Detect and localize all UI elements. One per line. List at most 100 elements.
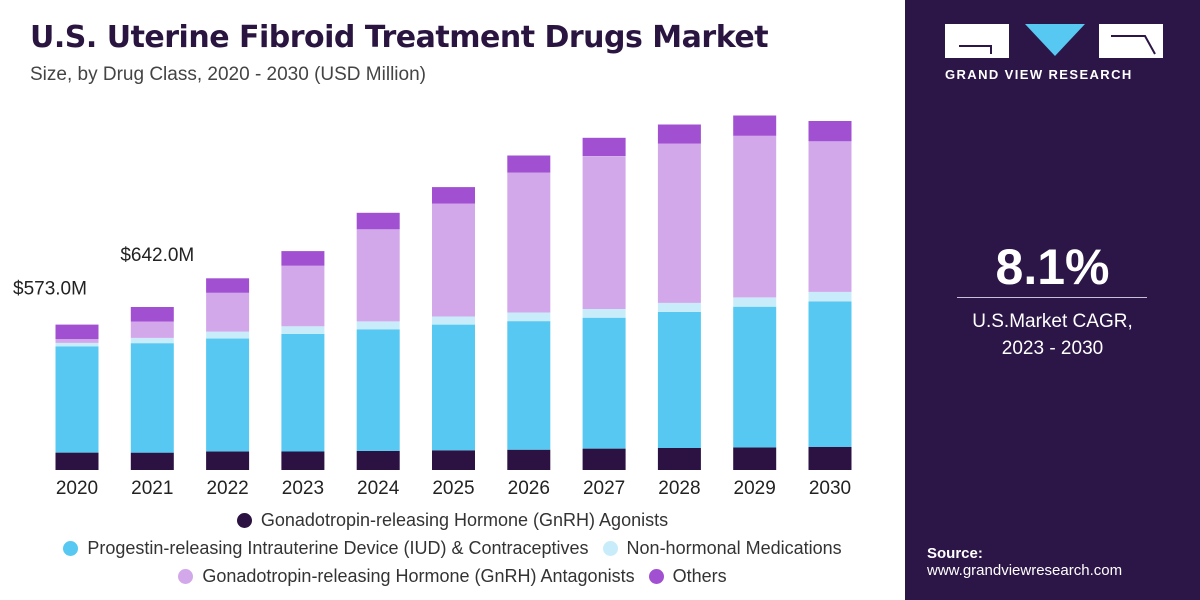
legend-label: Progestin-releasing Intrauterine Device … bbox=[87, 537, 589, 558]
bar-segment-2021-series-2 bbox=[130, 337, 174, 344]
legend-dot-icon bbox=[178, 568, 194, 584]
cagr-label: U.S.Market CAGR, 2023 - 2030 bbox=[905, 308, 1200, 362]
x-tick-label: 2020 bbox=[56, 478, 98, 499]
legend-dot-icon bbox=[236, 512, 252, 528]
legend-item-gnrh-antagonists: Gonadotropin-releasing Hormone (GnRH) An… bbox=[178, 565, 635, 587]
bar-segment-2026-series-3 bbox=[507, 172, 551, 313]
bar-segment-2026-series-2 bbox=[507, 312, 551, 322]
bar-segment-2022-series-0 bbox=[206, 451, 250, 470]
bar-segment-2025-series-2 bbox=[432, 316, 475, 325]
stacked-bar-chart: 2020 2021 2022 2023 2024 2025 2026 2027 2028 2029… bbox=[13, 115, 852, 499]
bar-segment-2021-series-4 bbox=[130, 307, 174, 322]
bar-segment-2021-series-3 bbox=[130, 321, 174, 338]
legend-dot-icon bbox=[602, 540, 618, 556]
bar-segment-2027-series-3 bbox=[582, 156, 626, 309]
bar-segment-2024-series-1 bbox=[356, 329, 400, 451]
bar-segment-2020-series-0 bbox=[55, 452, 99, 470]
bar-segment-2028-series-4 bbox=[657, 124, 701, 144]
source-url[interactable]: www.grandviewresearch.com bbox=[927, 562, 1123, 579]
bar-segment-2027-series-1 bbox=[582, 317, 626, 449]
bar-segment-2029-series-4 bbox=[733, 115, 777, 136]
cagr-label-line-2: 2023 - 2030 bbox=[1001, 338, 1104, 359]
chart-title: U.S. Uterine Fibroid Treatment Drugs Mar… bbox=[30, 20, 769, 55]
bar-segment-2020-series-4 bbox=[55, 324, 99, 340]
bar-segment-2023-series-2 bbox=[281, 326, 325, 334]
bar-segment-2029-series-1 bbox=[733, 306, 777, 448]
bar-segment-2028-series-0 bbox=[657, 448, 701, 470]
bar-segment-2023-series-4 bbox=[281, 251, 325, 266]
legend-dot-icon bbox=[63, 540, 79, 556]
x-tick-label: 2029 bbox=[734, 478, 776, 499]
chart-subtitle: Size, by Drug Class, 2020 - 2030 (USD Mi… bbox=[30, 64, 426, 85]
bar-segment-2028-series-1 bbox=[657, 311, 701, 448]
legend-item-others: Others bbox=[648, 565, 727, 587]
cagr-value: 8.1% bbox=[995, 239, 1110, 295]
bar-segment-2026-series-0 bbox=[507, 449, 551, 470]
bar-segment-2027-series-4 bbox=[582, 137, 626, 156]
bar-segment-2027-series-0 bbox=[582, 448, 626, 470]
x-tick-label: 2028 bbox=[658, 478, 700, 499]
bar-segment-2022-series-1 bbox=[206, 338, 250, 452]
legend-item-gnrh-agonists: Gonadotropin-releasing Hormone (GnRH) Ag… bbox=[236, 509, 669, 531]
brand-panel: GRAND VIEW RESEARCH 8.1% U.S.Market CAGR… bbox=[905, 0, 1200, 600]
x-tick-label: 2022 bbox=[206, 478, 248, 499]
data-label-2020: $573.0M bbox=[13, 279, 87, 300]
bar-segment-2021-series-0 bbox=[130, 452, 174, 470]
bar-segment-2021-series-1 bbox=[130, 343, 174, 453]
grand-view-research-logo: GRAND VIEW RESEARCH bbox=[945, 24, 1165, 82]
gvr-logo-icon bbox=[945, 24, 1163, 58]
bar-segment-2024-series-4 bbox=[356, 212, 400, 230]
bar-segment-2020-series-2 bbox=[55, 342, 99, 347]
legend-item-iud-contraceptives: Progestin-releasing Intrauterine Device … bbox=[63, 537, 589, 559]
bar-segment-2029-series-0 bbox=[733, 447, 777, 470]
bar-segment-2024-series-3 bbox=[356, 229, 400, 322]
legend-label: Gonadotropin-releasing Hormone (GnRH) An… bbox=[202, 565, 635, 586]
bar-segment-2025-series-0 bbox=[432, 450, 475, 470]
x-tick-label: 2026 bbox=[508, 478, 550, 499]
source-label: Source: bbox=[927, 545, 983, 562]
divider bbox=[957, 297, 1147, 298]
legend-row-2: Progestin-releasing Intrauterine Device … bbox=[0, 534, 905, 562]
bar-segment-2023-series-3 bbox=[281, 265, 325, 327]
source-note: Source: www.grandviewresearch.com bbox=[927, 545, 1122, 579]
bar-segment-2020-series-3 bbox=[55, 339, 99, 343]
bar-segment-2029-series-2 bbox=[733, 297, 777, 307]
bar-segment-2023-series-0 bbox=[281, 451, 325, 470]
chart-legend: Gonadotropin-releasing Hormone (GnRH) Ag… bbox=[0, 506, 905, 590]
bar-segment-2025-series-4 bbox=[432, 187, 475, 204]
bar-segment-2020-series-1 bbox=[55, 346, 99, 453]
bar-segment-2022-series-3 bbox=[206, 292, 250, 332]
legend-dot-icon bbox=[648, 568, 664, 584]
x-tick-label: 2021 bbox=[131, 478, 173, 499]
legend-label: Non-hormonal Medications bbox=[626, 537, 842, 558]
legend-label: Gonadotropin-releasing Hormone (GnRH) Ag… bbox=[260, 509, 669, 530]
bar-segment-2030-series-2 bbox=[808, 291, 852, 302]
bar-segment-2029-series-3 bbox=[733, 135, 777, 298]
x-tick-label: 2025 bbox=[432, 478, 474, 499]
bar-segment-2027-series-2 bbox=[582, 309, 626, 318]
legend-row-1: Gonadotropin-releasing Hormone (GnRH) Ag… bbox=[0, 506, 905, 534]
brand-name: GRAND VIEW RESEARCH bbox=[945, 67, 1133, 82]
bar-segment-2024-series-0 bbox=[356, 450, 400, 470]
bar-segment-2030-series-1 bbox=[808, 301, 852, 447]
x-tick-label: 2027 bbox=[583, 478, 625, 499]
bar-segment-2025-series-3 bbox=[432, 203, 475, 317]
legend-row-3: Gonadotropin-releasing Hormone (GnRH) An… bbox=[0, 562, 905, 590]
legend-label: Others bbox=[672, 565, 727, 586]
bar-segment-2022-series-2 bbox=[206, 331, 250, 339]
bar-segment-2030-series-3 bbox=[808, 141, 852, 292]
bar-segment-2026-series-1 bbox=[507, 321, 551, 450]
cagr-label-line-1: U.S.Market CAGR, bbox=[972, 311, 1133, 332]
bar-segment-2022-series-4 bbox=[206, 278, 250, 293]
bar-segment-2026-series-4 bbox=[507, 155, 551, 173]
data-label-2021: $642.0M bbox=[120, 245, 194, 266]
legend-item-non-hormonal: Non-hormonal Medications bbox=[602, 537, 842, 559]
bar-segment-2030-series-4 bbox=[808, 121, 852, 142]
bar-segment-2028-series-2 bbox=[657, 302, 701, 312]
x-tick-label: 2023 bbox=[282, 478, 324, 499]
bar-segment-2028-series-3 bbox=[657, 143, 701, 303]
bar-segment-2025-series-1 bbox=[432, 324, 475, 451]
x-tick-label: 2030 bbox=[809, 478, 851, 499]
bar-segment-2024-series-2 bbox=[356, 321, 400, 330]
